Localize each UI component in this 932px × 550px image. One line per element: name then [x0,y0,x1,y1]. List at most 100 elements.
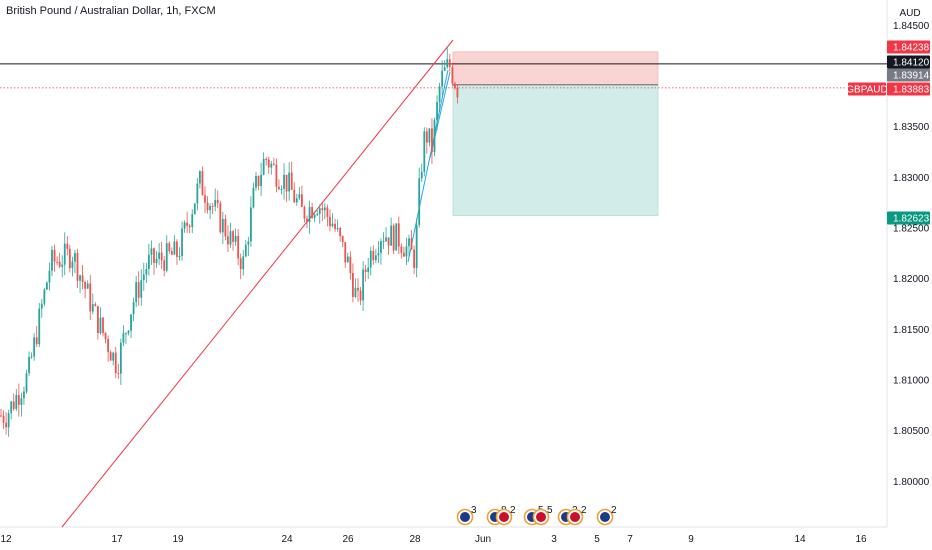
ascending-trendline[interactable] [61,39,454,528]
candle-body [441,70,444,87]
candle-body [99,317,102,334]
candle-body [403,252,405,257]
candle-body [188,225,191,228]
candle-body [173,241,176,255]
channel-trendline[interactable] [429,71,451,159]
candle-body [295,198,298,203]
candle-body [40,303,43,309]
candle-body [331,223,334,227]
candle-body [436,102,438,121]
candle-body [46,282,48,290]
candle-body [357,287,359,291]
candle-body [298,194,301,199]
price-tag [887,55,930,69]
candle-body [17,394,20,405]
candle-body [114,352,117,374]
candle-body [163,260,166,271]
candle-body [418,178,421,225]
take-profit-zone[interactable] [452,84,659,216]
x-tick-label: 19 [172,534,184,545]
candle-body [380,241,382,254]
event-count: 2 [510,505,516,516]
candle-body [51,249,53,271]
candle-body [392,225,395,251]
candle-body [313,214,316,218]
candle-body [81,275,84,282]
candle-body [130,314,132,331]
candle-body [43,289,46,304]
candle-body [374,255,377,261]
x-tick-label: 24 [281,534,293,545]
candle-body [94,304,97,307]
candle-body [119,342,122,374]
candle-body [71,261,74,269]
candle-body [211,205,214,207]
candle-body [377,253,380,256]
price-tag-value: 1.84120 [893,58,930,69]
y-tick-label: 1.81000 [893,376,930,387]
candle-body [201,171,204,196]
stop-loss-zone[interactable] [452,51,659,86]
y-tick-label: 1.81500 [893,325,930,336]
candle-body [204,195,206,203]
candle-body [61,264,64,267]
candle-body [329,216,331,227]
candle-body [89,283,92,312]
candle-body [346,256,349,263]
candle-body [63,243,66,265]
candle-body [321,208,324,211]
candle-body [369,250,372,268]
candle-body [431,128,433,153]
candle-body [260,174,262,186]
candle-body [25,373,28,392]
candle-body [91,304,94,312]
candle-body [153,248,155,264]
candle-body [250,207,252,242]
price-tag [887,40,930,54]
support-trendline[interactable] [407,69,449,263]
candle-body [288,172,291,192]
candle-body [413,249,415,268]
candle-body [308,207,311,223]
candle-body [428,128,431,143]
candle-body [35,337,38,345]
candle-body [420,171,423,179]
candle-body [252,187,255,208]
candle-body [125,333,127,335]
candle-body [196,183,199,204]
x-tick-label: 26 [342,534,354,545]
candle-body [33,337,36,357]
price-tag-value: 1.84238 [893,43,930,54]
candle-body [301,194,303,207]
price-tag-value: 1.83914 [893,71,930,82]
x-tick-label: 14 [794,534,806,545]
candle-body [15,394,18,409]
candle-body [176,241,178,257]
x-tick-label: 9 [688,534,694,545]
candle-body [229,231,232,245]
candle-body [137,282,140,298]
candle-body [7,413,10,428]
candle-body [216,200,219,204]
candle-body [158,252,160,259]
candle-body [415,224,418,268]
candle-body [183,222,186,229]
y-tick-label: 1.82500 [893,224,930,235]
candle-body [142,274,145,281]
candle-body [66,243,69,249]
price-tag-value: 1.82623 [893,214,930,225]
candle-body [280,188,283,190]
x-tick-label: 17 [111,534,123,545]
y-tick-label: 1.83500 [893,122,930,133]
candle-body [359,290,362,301]
candle-body [262,158,265,175]
candle-body [155,258,158,264]
au-flag-icon [460,512,470,522]
candle-body [352,273,354,297]
event-count: 2 [581,505,587,516]
candle-body [318,208,321,214]
candle-body [425,131,428,143]
candle-body [400,246,403,253]
candle-body [38,308,41,345]
